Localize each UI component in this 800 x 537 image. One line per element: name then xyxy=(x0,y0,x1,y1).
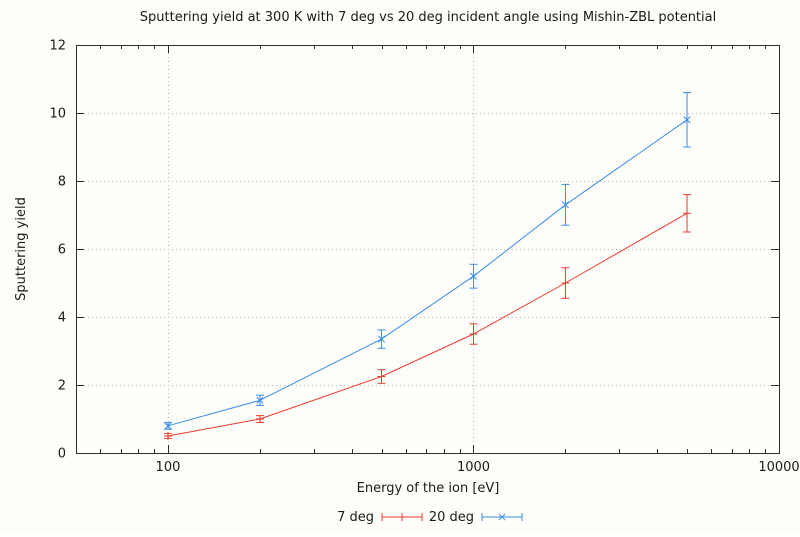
y-tick-label: 0 xyxy=(58,447,66,462)
y-tick-label: 4 xyxy=(58,311,66,326)
y-tick-label: 8 xyxy=(58,175,66,190)
legend-sample-20deg-errorbar-icon xyxy=(481,513,523,521)
legend-sample-7deg-errorbar-icon xyxy=(381,513,423,521)
series-line xyxy=(167,212,688,437)
legend: 7 deg 20 deg xyxy=(337,510,523,525)
y-axis-label: Sputtering yield xyxy=(14,197,29,301)
axis-tick-labels: 100 1000 10000 0 2 4 6 8 10 12 xyxy=(49,39,799,476)
x-tick-label: 100 xyxy=(156,460,181,475)
grid-lines xyxy=(76,45,779,453)
series-line xyxy=(167,119,688,427)
series-7-deg xyxy=(163,194,692,440)
series-20-deg xyxy=(163,92,692,430)
chart-title: Sputtering yield at 300 K with 7 deg vs … xyxy=(140,10,716,25)
legend-label-7deg: 7 deg xyxy=(337,510,374,525)
y-tick-label: 6 xyxy=(58,243,66,258)
y-tick-label: 12 xyxy=(49,39,66,54)
y-tick-label: 10 xyxy=(49,107,66,122)
x-tick-label: 10000 xyxy=(758,460,799,475)
x-axis-label: Energy of the ion [eV] xyxy=(357,481,500,496)
data-series xyxy=(163,92,692,440)
plot-border xyxy=(76,45,780,454)
y-tick-label: 2 xyxy=(58,379,66,394)
x-tick-label: 1000 xyxy=(457,460,490,475)
legend-label-20deg: 20 deg xyxy=(429,510,474,525)
